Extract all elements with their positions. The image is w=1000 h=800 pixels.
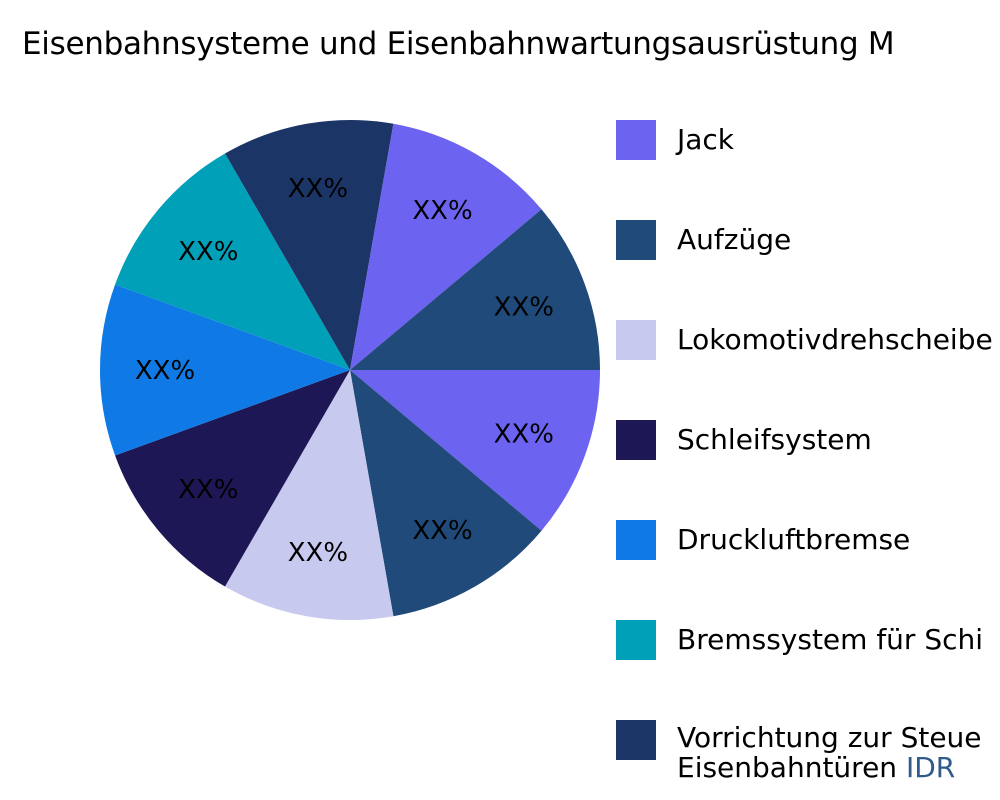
slice-percent-label: XX% [178,475,238,505]
legend-item-bremssystem[interactable]: Bremssystem für Schi [616,620,1000,660]
slice-percent-label: XX% [494,293,554,323]
slice-percent-label: XX% [178,237,238,267]
legend-swatch [616,220,656,260]
pie-slice[interactable] [350,370,542,617]
legend-label: Druckluftbremse [677,523,911,556]
pie-labels: XX% XX% XX% XX% XX% XX% XX% XX% XX% [135,174,554,568]
legend-swatch [616,620,656,660]
legend-label-line1: Vorrichtung zur Steue [677,721,982,754]
legend-label: Vorrichtung zur Steue Eisenbahntüren IDR [677,723,982,783]
legend-swatch [616,420,656,460]
legend-label: Aufzüge [677,223,792,256]
slice-percent-label: XX% [288,174,348,204]
pie-slice[interactable] [225,120,394,371]
legend-swatch [616,520,656,560]
legend-label: Lokomotivdrehscheibe [677,323,993,356]
legend-label: Schleifsystem [677,423,872,456]
legend-label-line2: Eisenbahntüren [677,751,898,784]
slice-percent-label: XX% [135,356,195,386]
legend-item-schleifsystem[interactable]: Schleifsystem [616,420,1000,460]
legend-swatch [616,720,656,760]
legend-item-aufzuege[interactable]: Aufzüge [616,220,1000,260]
pie-slice[interactable] [350,209,600,370]
chart-title: Eisenbahnsysteme und Eisenbahnwartungsau… [22,26,895,62]
legend-label: Jack [677,123,735,156]
pie-slice[interactable] [350,123,542,370]
pie-slice[interactable] [225,370,394,621]
legend-item-jack[interactable]: Jack [616,120,1000,160]
slice-percent-label: XX% [412,516,472,546]
pie-slice[interactable] [115,370,350,587]
slice-percent-label: XX% [288,538,348,568]
legend-label: Bremssystem für Schi [677,623,984,656]
legend-item-druckluftbremse[interactable]: Druckluftbremse [616,520,1000,560]
legend-item-vorrichtung[interactable]: Vorrichtung zur Steue Eisenbahntüren IDR [616,720,1000,790]
watermark-idr: IDR [905,751,956,784]
slice-percent-label: XX% [494,419,554,449]
legend-swatch [616,320,656,360]
pie-slice[interactable] [115,153,350,370]
pie-slice[interactable] [350,370,600,531]
slice-percent-label: XX% [412,196,472,226]
pie-slices [99,120,600,621]
legend-swatch [616,120,656,160]
legend-item-lokomotivdrehscheibe[interactable]: Lokomotivdrehscheibe [616,320,1000,360]
pie-slice[interactable] [99,284,350,456]
